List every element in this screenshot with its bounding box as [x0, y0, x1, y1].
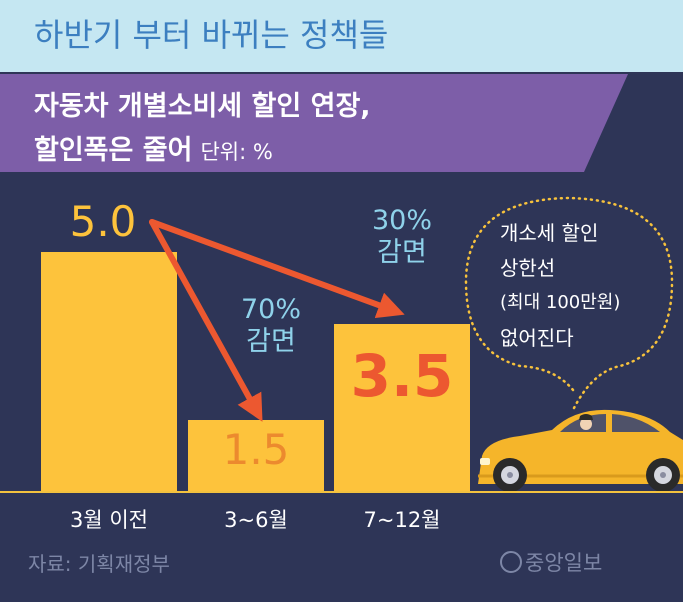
annotation-2-percent: 30%	[372, 205, 432, 236]
x-tick-label-2: 3~6월	[224, 508, 288, 532]
bar-2	[188, 420, 324, 492]
brand-logo-icon	[500, 551, 522, 573]
annotation-1-percent: 70%	[241, 294, 301, 325]
x-tick-label-1: 3월 이전	[70, 508, 148, 532]
brand-name: 중앙일보	[525, 551, 603, 575]
callout-line-4: 없어진다	[500, 326, 574, 350]
source-credit: 자료: 기획재정부	[28, 552, 170, 576]
annotation-1-label: 감면	[246, 326, 296, 357]
change-arrow-1	[149, 219, 263, 422]
unit-label: 단위: %	[200, 140, 273, 164]
x-tick-label-3: 7~12월	[364, 508, 441, 532]
chart-title-line-1: 자동차 개별소비세 할인 연장,	[34, 91, 371, 122]
callout-line-3: (최대 100만원)	[500, 292, 621, 313]
subtitle-banner	[0, 74, 628, 172]
bar-1	[41, 252, 177, 492]
top-band	[0, 0, 683, 72]
data-label-3: 3.5	[351, 342, 454, 410]
chart-title-line-2: 할인폭은 줄어 단위: %	[34, 128, 273, 167]
car-illustration	[478, 409, 683, 492]
callout-line-2: 상한선	[500, 256, 556, 280]
page-title: 하반기 부터 바뀌는 정책들	[34, 16, 389, 54]
speech-bubble	[464, 196, 674, 412]
bar-3	[334, 324, 470, 492]
data-label-1: 5.0	[70, 197, 137, 246]
data-label-2: 1.5	[223, 425, 290, 474]
chart-title-line-2-text: 할인폭은 줄어	[34, 135, 193, 166]
annotation-2-label: 감면	[377, 237, 427, 268]
change-arrow-2	[149, 219, 405, 319]
callout-line-1: 개소세 할인	[500, 221, 599, 245]
brand-credit: 중앙일보	[500, 547, 602, 577]
